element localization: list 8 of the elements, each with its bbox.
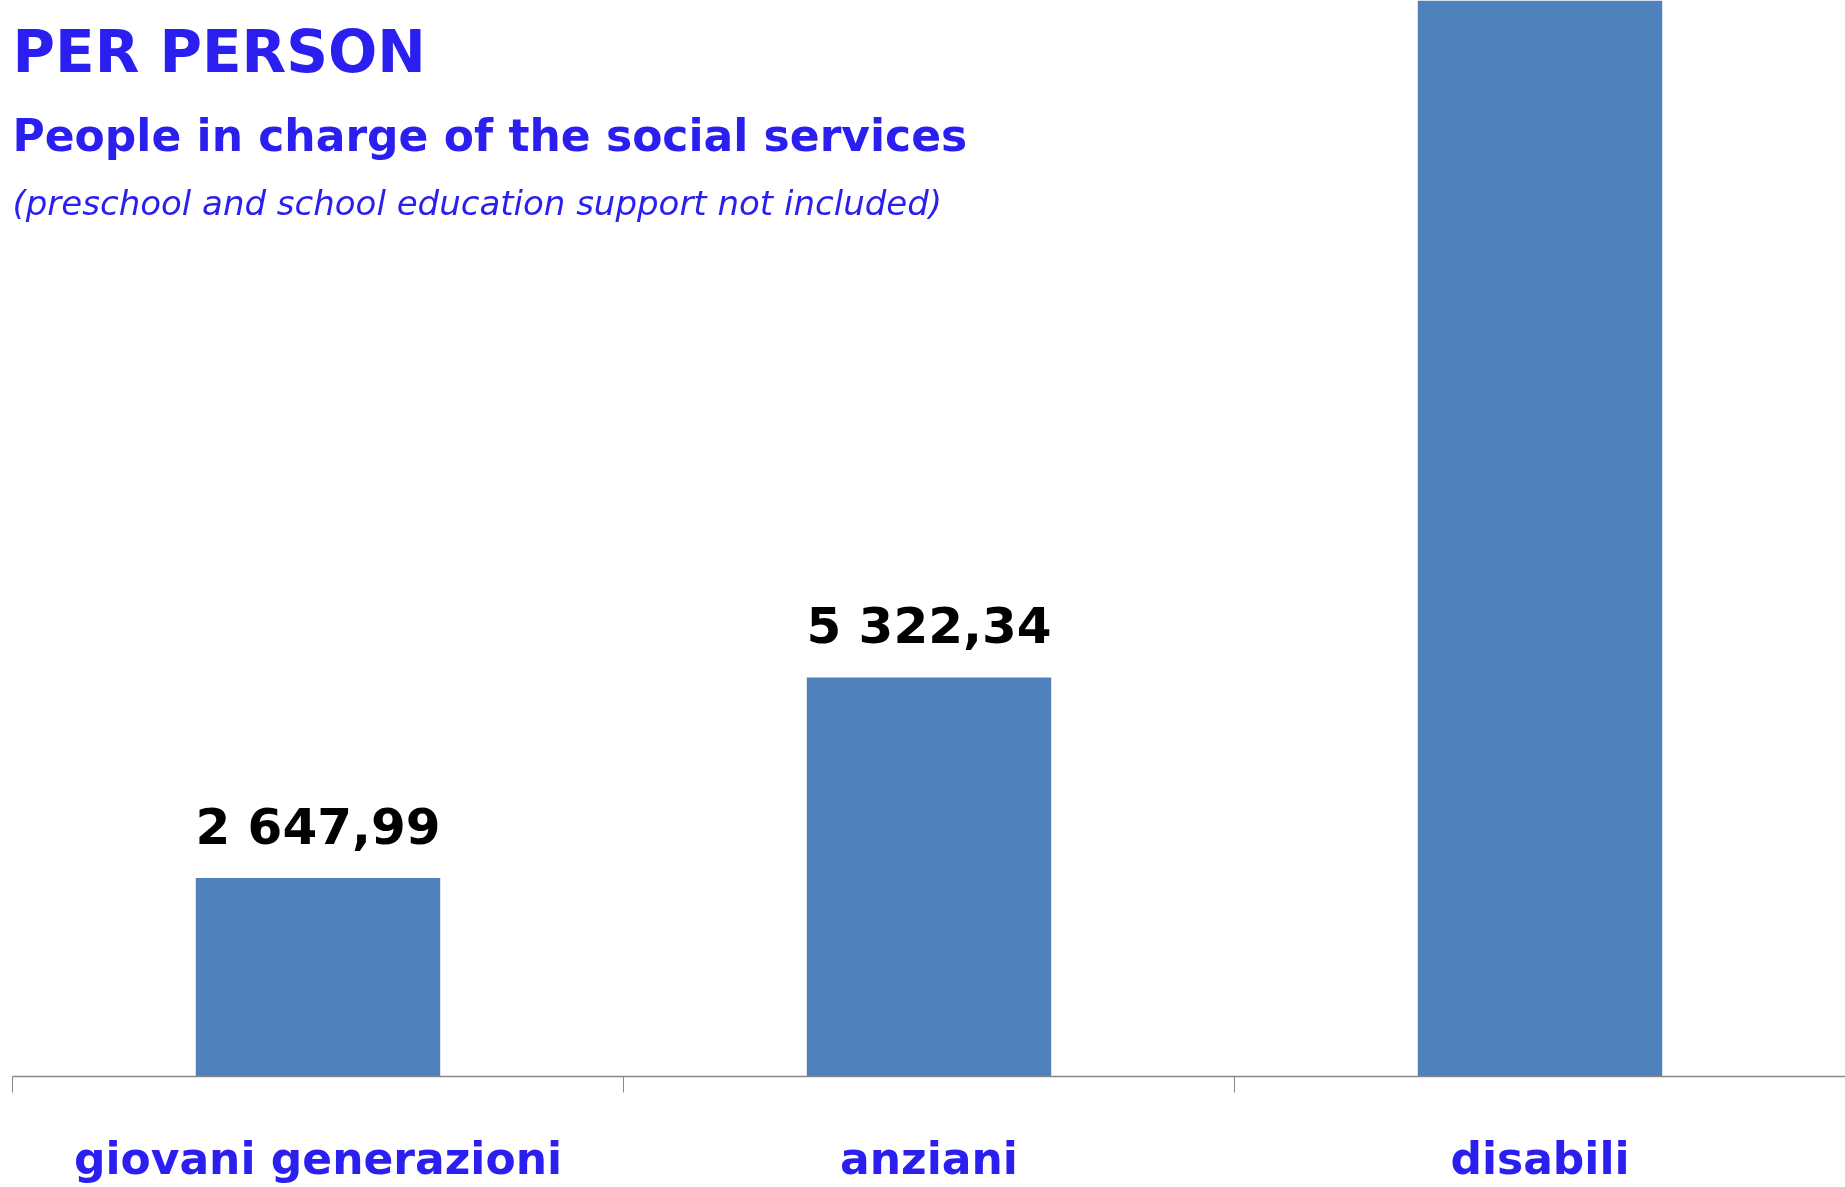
x-tick-label: anziani bbox=[840, 1132, 1018, 1184]
text: People in charge of the social services bbox=[12, 109, 968, 161]
chart-title: PER PERSON bbox=[12, 17, 426, 86]
data-label: 5 322,34 bbox=[806, 597, 1052, 656]
annotation: (preschool and school education support not included) bbox=[12, 182, 943, 223]
x-tick-label: disabili bbox=[1450, 1132, 1630, 1184]
data-label: 2 647,99 bbox=[195, 797, 441, 856]
x-tick-label: giovani generazioni bbox=[73, 1132, 563, 1184]
